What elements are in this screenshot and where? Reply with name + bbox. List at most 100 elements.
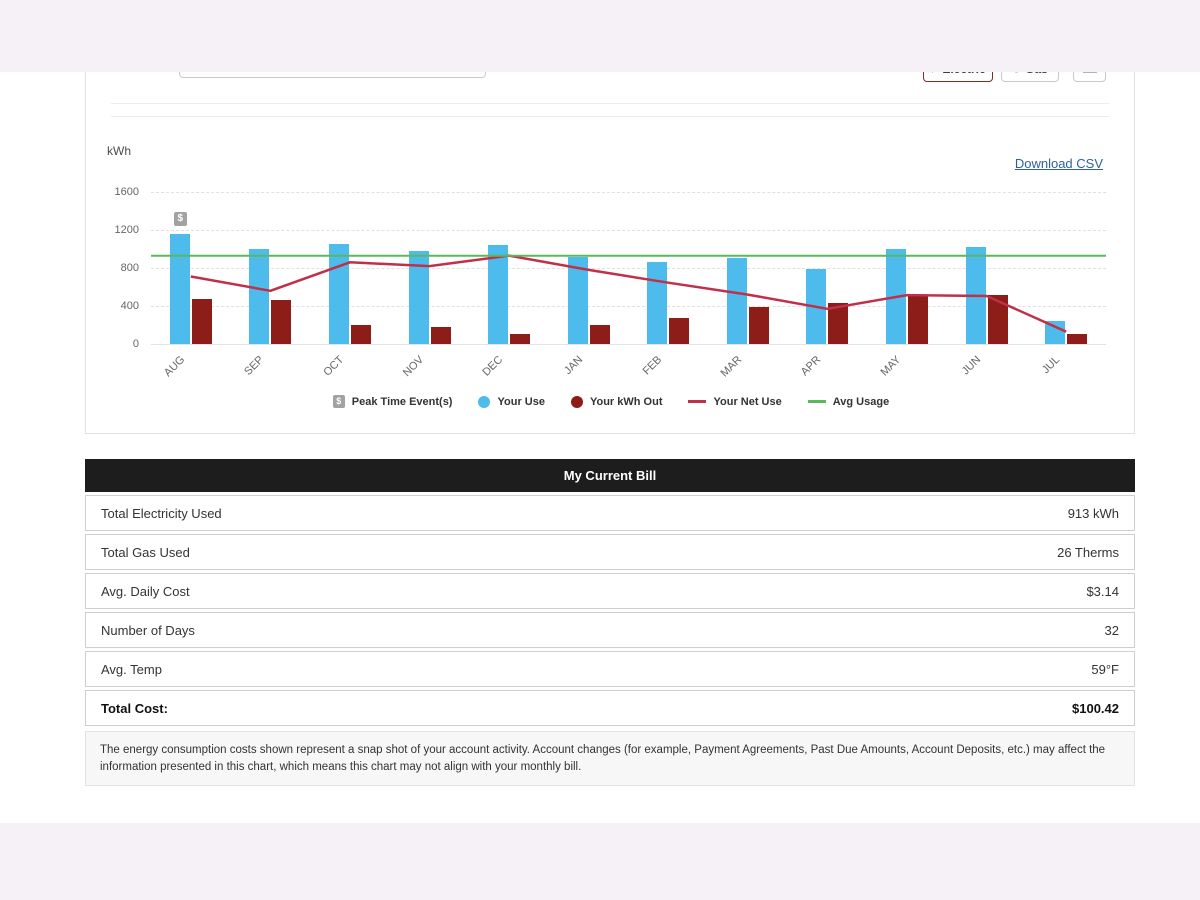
bill-table-body: Total Electricity Used 913 kWh Total Gas U… xyxy=(85,495,1135,726)
electric-button-label: Electric xyxy=(942,72,985,76)
bill-table-row: Number of Days 32 xyxy=(85,612,1135,648)
bill-row-label: Avg. Temp xyxy=(101,661,162,677)
kwh-out-bar xyxy=(987,294,1008,344)
legend-item: Your Net Use xyxy=(688,395,782,408)
x-tick-label: FEB xyxy=(640,353,665,378)
x-tick-label: APR xyxy=(799,353,824,379)
legend-label: Your Net Use xyxy=(713,395,782,408)
y-tick-label: 800 xyxy=(120,262,139,274)
bill-row-value: $3.14 xyxy=(1086,583,1119,599)
x-tick-label: JAN xyxy=(561,353,585,377)
bill-table-row: Avg. Temp 59°F xyxy=(85,651,1135,687)
bill-row-label: Avg. Daily Cost xyxy=(101,583,190,599)
download-csv-link[interactable]: Download CSV xyxy=(1014,156,1103,171)
usage-chart-plot: 0 400 800 1200 1600 AUG SEP OCT NOV DEC JAN FEB MAR A… xyxy=(115,186,1106,380)
x-tick-label: JUL xyxy=(1040,353,1063,377)
flame-icon xyxy=(1012,72,1021,76)
legend-item: Your Use xyxy=(478,395,545,408)
x-tick-label: JUN xyxy=(959,353,983,378)
gridline xyxy=(151,268,1106,269)
bill-row-value: $100.42 xyxy=(1072,700,1119,716)
your-use-bar xyxy=(249,248,270,344)
kwh-out-bar xyxy=(1067,333,1088,344)
net-use-line xyxy=(190,254,1067,333)
gridline xyxy=(151,306,1106,307)
bill-row-value: 26 Therms xyxy=(1057,544,1119,560)
kwh-out-bar xyxy=(510,333,531,344)
x-tick-label: DEC xyxy=(480,353,506,379)
y-axis-unit-label: kWh xyxy=(107,144,131,158)
legend-label: Your Use xyxy=(497,395,545,408)
y-tick-label: 400 xyxy=(120,300,139,312)
bill-table-row: Total Electricity Used 913 kWh xyxy=(85,495,1135,531)
x-tick-label: AUG xyxy=(161,353,188,380)
kwh-out-bar xyxy=(669,317,690,344)
y-tick-label: 0 xyxy=(132,338,139,350)
x-tick-label: SEP xyxy=(242,353,267,378)
your-use-bar xyxy=(408,251,429,344)
bill-row-label: Total Gas Used xyxy=(101,544,190,560)
page-background-bottom xyxy=(0,823,1200,900)
gas-toggle-button[interactable]: Gas xyxy=(1001,72,1059,82)
legend-line-icon xyxy=(688,400,707,403)
legend-label: Peak Time Event(s) xyxy=(351,395,453,408)
bill-row-label: Total Cost: xyxy=(101,700,168,716)
legend-label: Avg Usage xyxy=(832,395,890,408)
lightning-bolt-icon xyxy=(930,72,938,76)
kwh-out-bar xyxy=(908,295,929,344)
your-use-bar xyxy=(567,257,588,344)
bill-row-value: 59°F xyxy=(1091,661,1119,677)
date-range-dropdown[interactable] xyxy=(179,72,486,78)
gridline xyxy=(151,230,1106,231)
your-use-bar xyxy=(488,244,509,344)
your-use-bar xyxy=(726,258,747,344)
y-tick-label: 1200 xyxy=(114,224,139,236)
bill-row-label: Number of Days xyxy=(101,622,195,638)
your-use-bar xyxy=(1045,321,1066,344)
bill-row-label: Total Electricity Used xyxy=(101,505,222,521)
legend-item: $ Peak Time Event(s) xyxy=(332,395,453,408)
gridline xyxy=(151,344,1106,345)
gridline xyxy=(151,192,1106,193)
bill-table-row: Total Cost: $100.42 xyxy=(85,690,1135,726)
bill-disclaimer-text: The energy consumption costs shown repre… xyxy=(85,731,1135,787)
page-background-top xyxy=(0,0,1200,72)
legend-dot-icon xyxy=(478,395,491,408)
gas-button-label: Gas xyxy=(1025,72,1048,76)
kwh-out-bar xyxy=(828,303,849,344)
electric-toggle-button[interactable]: Electric xyxy=(923,72,993,82)
y-tick-label: 1600 xyxy=(114,186,139,198)
x-tick-label: OCT xyxy=(321,353,347,379)
divider-line xyxy=(111,116,1109,117)
bill-table-row: Total Gas Used 26 Therms xyxy=(85,534,1135,570)
peak-event-marker: $ xyxy=(173,211,187,226)
chart-legend: $ Peak Time Event(s) Your Use Your kWh Out Y… xyxy=(86,395,1134,408)
kwh-out-bar xyxy=(748,306,769,344)
bill-row-value: 32 xyxy=(1104,622,1119,638)
table-view-button[interactable] xyxy=(1073,72,1106,82)
peak-event-legend-icon: $ xyxy=(332,395,345,408)
current-bill-section: My Current Bill Total Electricity Used 91… xyxy=(85,459,1135,787)
your-use-bar xyxy=(169,233,190,344)
x-tick-label: NOV xyxy=(400,353,426,380)
chart-lines xyxy=(151,254,1106,333)
usage-chart-card: Electric Gas kWh Download CSV 0 400 800 120… xyxy=(85,72,1135,434)
data-table-icon xyxy=(1082,72,1097,76)
kwh-out-bar xyxy=(191,299,212,344)
divider-line xyxy=(111,103,1109,104)
bill-table-title: My Current Bill xyxy=(85,459,1135,492)
legend-item: Your kWh Out xyxy=(570,395,663,408)
legend-label: Your kWh Out xyxy=(589,395,663,408)
kwh-out-bar xyxy=(350,325,371,344)
legend-line-icon xyxy=(807,400,826,403)
x-tick-label: MAY xyxy=(878,353,904,379)
bill-table-row: Avg. Daily Cost $3.14 xyxy=(85,573,1135,609)
x-tick-label: MAR xyxy=(718,353,745,380)
legend-item: Avg Usage xyxy=(807,395,890,408)
kwh-out-bar xyxy=(430,326,451,344)
kwh-out-bar xyxy=(271,300,292,344)
legend-dot-icon xyxy=(570,395,583,408)
bill-row-value: 913 kWh xyxy=(1067,505,1119,521)
kwh-out-bar xyxy=(589,325,610,344)
